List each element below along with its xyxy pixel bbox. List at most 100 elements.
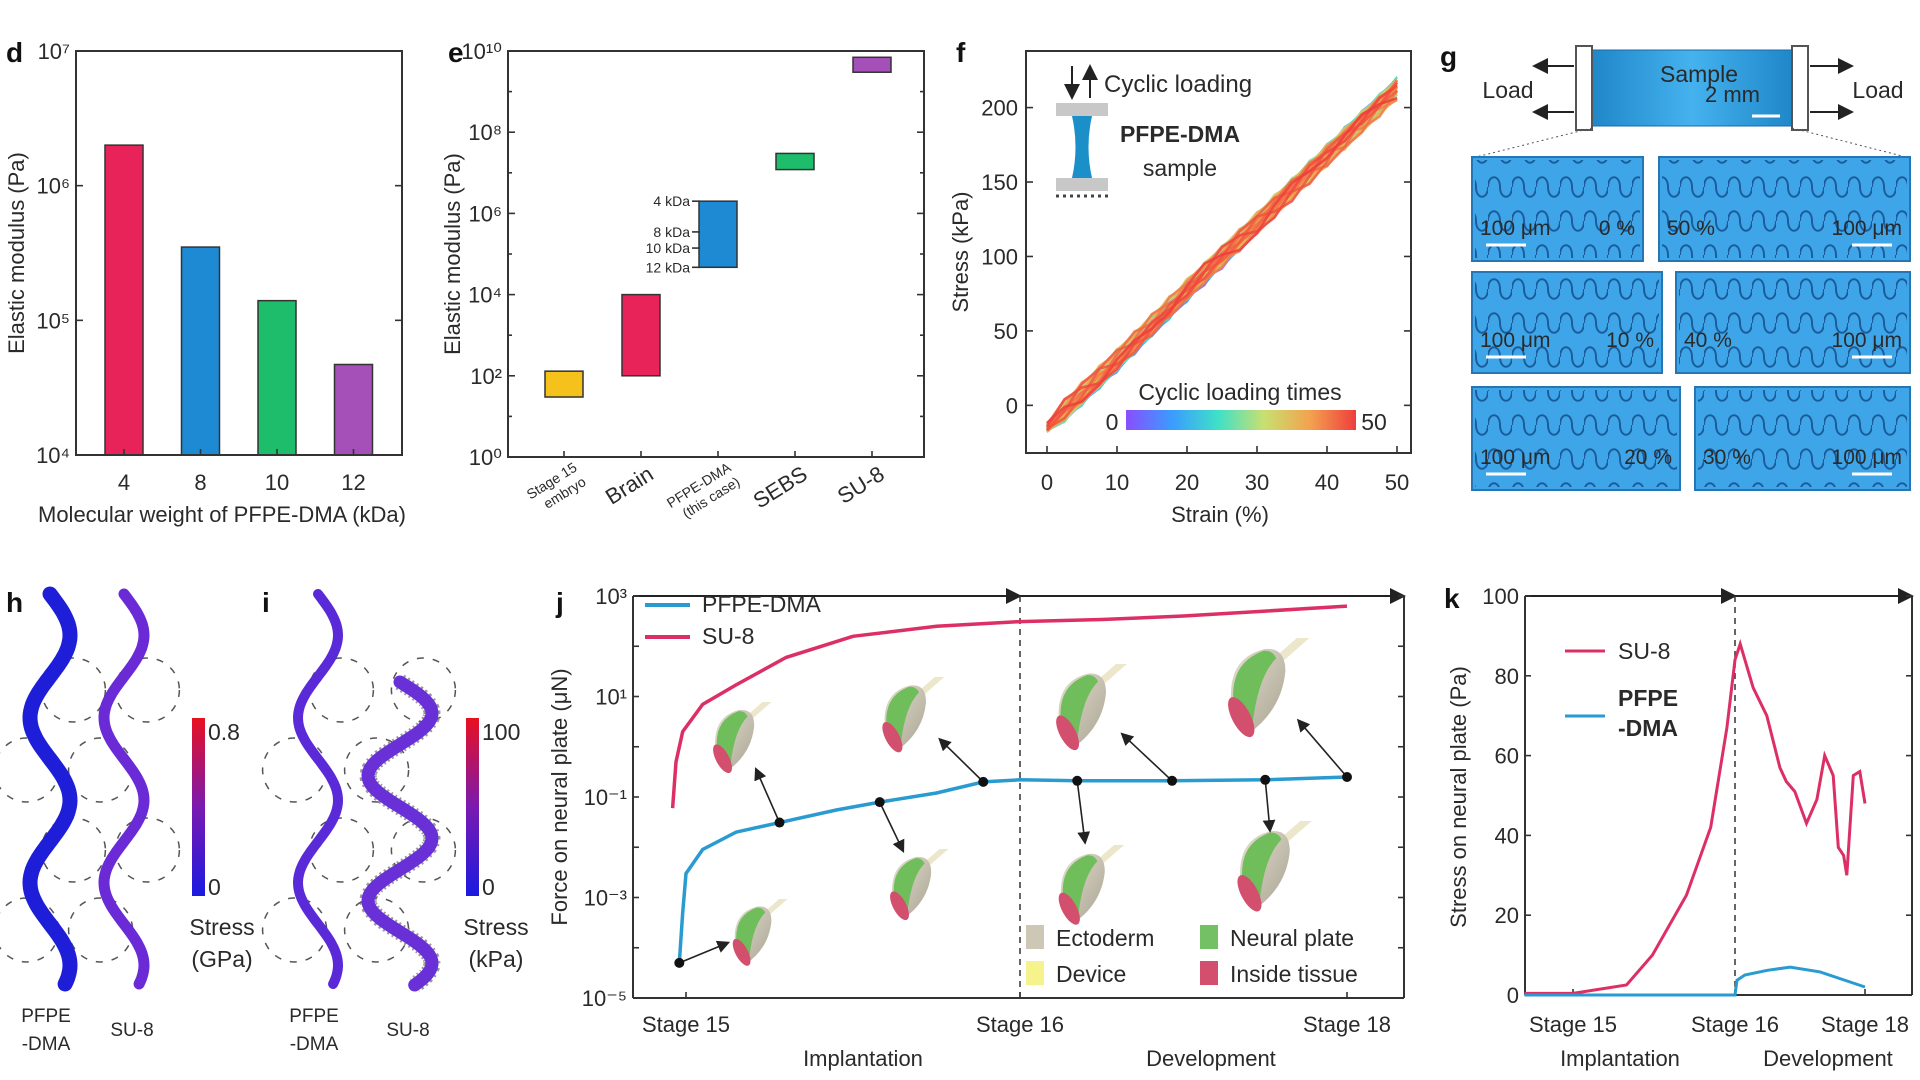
data-marker [978,776,989,787]
x-tick-label: 20 [1175,470,1199,495]
clamp-right [1791,45,1809,131]
kda-label: 8 kDa [653,224,690,240]
embryo-illustration [1054,841,1123,927]
serpentine-pattern [1698,390,1907,487]
legend-label: SU-8 [702,623,754,649]
x-tick-label: 40 [1315,470,1339,495]
callout-arrow [679,940,731,964]
data-marker [874,797,885,808]
tissue-legend-label: Inside tissue [1230,961,1358,987]
tissue-swatch [1026,961,1044,985]
data-marker [1167,775,1178,786]
cycle-line [1046,96,1398,424]
undeformed-outline [343,737,410,803]
pfpe-dma-serpentine [292,589,344,989]
strain-label: 20 % [1624,446,1672,469]
kda-label: 12 kDa [646,259,691,275]
x-tick-label: 12 [341,470,365,495]
zoom-guide [1791,127,1911,159]
colorbar-title: Cyclic loading times [1138,379,1341,405]
embryo-illustration [878,674,943,756]
y-tick-label: 10⁻³ [584,886,627,911]
x-tick-label: 0 [1041,470,1053,495]
x-tick-label: SEBS [749,461,812,513]
tissue-legend-label: Device [1056,961,1126,987]
bar [104,144,144,456]
x-tick-label: SU-8 [833,461,889,509]
range-bar [775,152,815,171]
kda-label: 10 kDa [646,240,691,256]
spacer [360,658,382,664]
scale-label: 100 μm [1832,446,1902,469]
x-tick-label: Stage 16 [976,1012,1064,1037]
y-tick-label: 50 [994,319,1018,344]
clamp-left [1575,45,1593,131]
y-tick-label: 10³ [595,584,627,609]
y-tick-label: 10¹ [595,685,627,710]
y-tick-label: 10⁷ [38,39,70,64]
y-tick-label: 0 [1507,983,1519,1008]
callout-arrow [878,801,905,853]
j-ylabel: Force on neural plate (μN) [547,668,572,925]
y-tick-label: 10⁰ [469,445,502,470]
bar [333,363,374,456]
legend-label: PFPE-DMA [702,591,822,617]
colorbar-min: 0 [208,874,221,900]
y-tick-label: 20 [1495,903,1519,928]
range-bar [852,56,892,73]
y-tick-label: 40 [1495,823,1519,848]
tissue-swatch [1026,925,1044,949]
data-marker [1072,775,1083,786]
serpentine-pattern [1475,160,1640,258]
y-tick-label: 10⁸ [468,120,502,145]
su8-serpentine [361,675,439,992]
y-tick-label: 10⁻⁵ [582,986,627,1011]
strain-label: 50 % [1667,217,1715,240]
data-marker [674,957,685,968]
plot-frame [1025,50,1412,454]
x-tick-label: 30 [1245,470,1269,495]
strain-label: 10 % [1606,329,1654,352]
legend-label-line: PFPE [1618,685,1678,711]
panel-label-j: j [555,587,564,618]
y-tick-label: 0 [1006,393,1018,418]
colorbar-title: Stress [463,914,528,940]
x-tick-label: Stage 15embryo [524,459,589,517]
scale-label: 100 μm [1480,446,1550,469]
scale-label: 100 μm [1480,217,1550,240]
load-label-right: Load [1852,77,1903,103]
kda-label: 4 kDa [653,193,690,209]
phase-label: Development [1763,1046,1893,1071]
material-label: -DMA [290,1034,339,1055]
tissue-legend-label: Neural plate [1230,925,1354,951]
undeformed-outline [308,817,375,883]
colorbar-title: Stress [189,914,254,940]
embryo-illustration [729,896,787,968]
x-tick-label: 8 [194,470,206,495]
panel-label-f: f [956,37,966,68]
x-tick-label: PFPE-DMA(this case) [664,459,743,526]
data-marker [1342,772,1352,783]
colorbar [1126,410,1356,430]
spacer [278,658,300,664]
d-ylabel: Elastic modulus (Pa) [4,152,29,354]
stress-colorbar [466,718,479,896]
panel-label-i: i [262,587,270,618]
x-tick-label: 10 [265,470,289,495]
y-tick-label: 100 [1482,584,1519,609]
zoom-guide [1471,127,1593,159]
f-xlabel: Strain (%) [1171,502,1269,527]
scale-label: 100 μm [1480,329,1550,352]
su8-serpentine [98,588,150,990]
tissue-legend-label: Ectoderm [1056,925,1154,951]
undeformed-outline [114,817,181,883]
x-tick-label: 4 [118,470,130,495]
embryo-illustration [709,699,770,776]
embryo-illustration [1233,817,1311,915]
bar [180,246,221,456]
embryo-illustration [1052,660,1126,754]
series-line [1524,965,1866,997]
legend-label-line: -DMA [1618,715,1678,741]
x-tick-label: Stage 16 [1691,1012,1779,1037]
callout-arrow [1076,780,1091,845]
